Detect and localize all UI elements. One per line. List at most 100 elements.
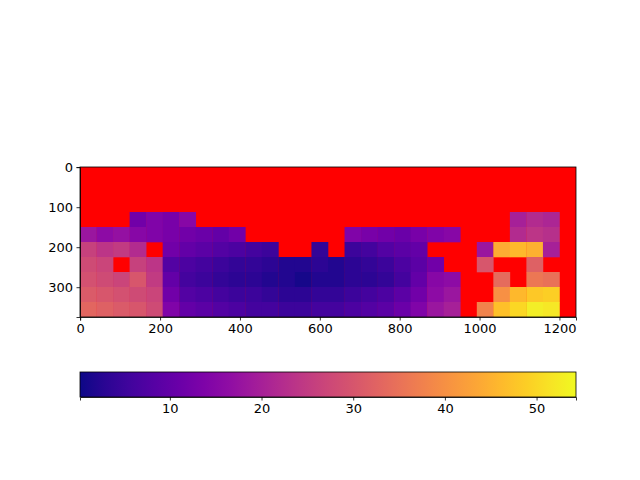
cell <box>311 242 328 257</box>
cell <box>212 257 229 272</box>
yticks-tick-label: 200 <box>48 240 73 255</box>
cell <box>146 227 163 242</box>
cell <box>245 242 262 257</box>
xticks-axis-line <box>81 318 577 321</box>
cell <box>245 302 262 317</box>
cell <box>163 212 180 227</box>
colorbar_ticks-tick: 40 <box>437 397 454 416</box>
cell <box>361 227 378 242</box>
cell <box>361 287 378 302</box>
cell <box>328 257 345 272</box>
cell <box>245 257 262 272</box>
xticks-axis: 020040060080010001200 <box>77 317 577 336</box>
cells <box>80 212 560 317</box>
yticks-tick: 0 <box>65 160 80 175</box>
cell <box>80 272 97 287</box>
cell <box>97 227 114 242</box>
xticks-tick: 1000 <box>464 317 497 336</box>
cell <box>345 227 362 242</box>
cell <box>245 272 262 287</box>
yticks-tick: 200 <box>48 240 80 255</box>
cell <box>163 242 180 257</box>
colorbar_ticks-tick-mark <box>445 397 446 401</box>
yticks-tick: 300 <box>48 280 80 295</box>
yticks-tick: 100 <box>48 200 80 215</box>
cell <box>179 287 196 302</box>
xticks-tick-label: 800 <box>388 321 413 336</box>
xticks-tick-mark <box>480 317 481 321</box>
cell <box>130 242 147 257</box>
cell <box>130 257 147 272</box>
cell <box>229 257 246 272</box>
cell <box>130 227 147 242</box>
cell <box>196 257 213 272</box>
cell <box>378 257 395 272</box>
figure: 0200400600800100012000100200300102030405… <box>0 0 640 480</box>
cell <box>394 272 411 287</box>
cell <box>113 272 130 287</box>
cell <box>543 242 560 257</box>
cell <box>543 212 560 227</box>
cell <box>543 227 560 242</box>
xticks-tick-label: 600 <box>308 321 333 336</box>
cell <box>510 302 527 317</box>
cell <box>493 287 510 302</box>
cell <box>427 302 444 317</box>
cell <box>229 227 246 242</box>
xticks-tick: 200 <box>148 317 173 336</box>
colorbar_ticks-tick-mark <box>170 397 171 401</box>
xticks-tick-label: 0 <box>77 321 85 336</box>
cell <box>526 212 543 227</box>
colorbar_ticks-tick-label: 20 <box>254 401 271 416</box>
cell <box>212 272 229 287</box>
yticks-tick-label: 100 <box>48 200 73 215</box>
cell <box>212 242 229 257</box>
cell <box>97 302 114 317</box>
cell <box>427 227 444 242</box>
cell <box>80 257 97 272</box>
colorbar_ticks-tick-mark <box>353 397 354 401</box>
cell <box>411 302 428 317</box>
colorbar_ticks-tick-label: 30 <box>345 401 362 416</box>
cell <box>179 272 196 287</box>
cell <box>179 242 196 257</box>
cell <box>196 242 213 257</box>
cell <box>80 302 97 317</box>
cell <box>262 242 279 257</box>
xticks-tick: 0 <box>77 317 85 336</box>
cell <box>146 272 163 287</box>
cell <box>278 302 295 317</box>
cell <box>278 257 295 272</box>
cell <box>378 242 395 257</box>
xticks-tick-label: 200 <box>148 321 173 336</box>
colorbar-frame <box>80 372 576 397</box>
xticks-tick-mark <box>400 317 401 321</box>
xticks-tick-label: 1200 <box>543 321 576 336</box>
cell <box>196 227 213 242</box>
cell <box>262 272 279 287</box>
xticks-tick: 1200 <box>543 317 576 336</box>
cell <box>179 227 196 242</box>
cell <box>493 302 510 317</box>
cell <box>477 242 494 257</box>
cell <box>97 242 114 257</box>
cell <box>229 287 246 302</box>
cell <box>394 227 411 242</box>
cell <box>229 242 246 257</box>
cell <box>345 272 362 287</box>
cell <box>295 272 312 287</box>
cell <box>345 257 362 272</box>
cell <box>262 302 279 317</box>
cell <box>411 272 428 287</box>
xticks-tick-mark <box>559 317 560 321</box>
cell <box>411 287 428 302</box>
cell <box>328 272 345 287</box>
yticks-tick-mark <box>77 287 81 288</box>
cell <box>146 287 163 302</box>
cell <box>361 272 378 287</box>
cell <box>378 302 395 317</box>
yticks-tick-mark <box>77 207 81 208</box>
cell <box>179 212 196 227</box>
yticks-tick-label: 300 <box>48 280 73 295</box>
cell <box>444 302 461 317</box>
